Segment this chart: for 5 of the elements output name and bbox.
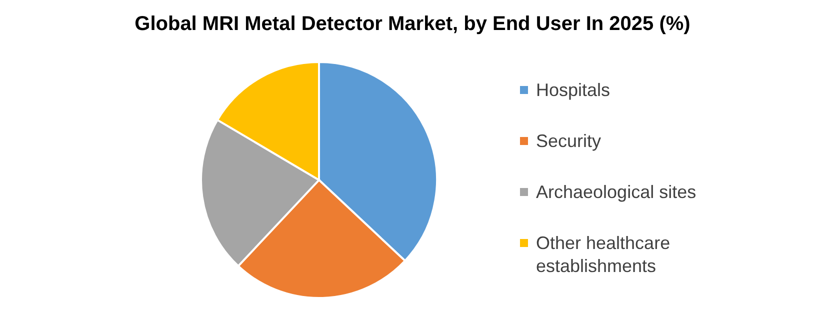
chart-title: Global MRI Metal Detector Market, by End User In 2025 (%) bbox=[134, 13, 690, 35]
legend-label: Other healthcare establishments bbox=[536, 233, 670, 276]
legend-label: Security bbox=[536, 131, 602, 151]
legend-label: Archaeological sites bbox=[536, 182, 696, 202]
legend-label: Hospitals bbox=[536, 80, 610, 100]
